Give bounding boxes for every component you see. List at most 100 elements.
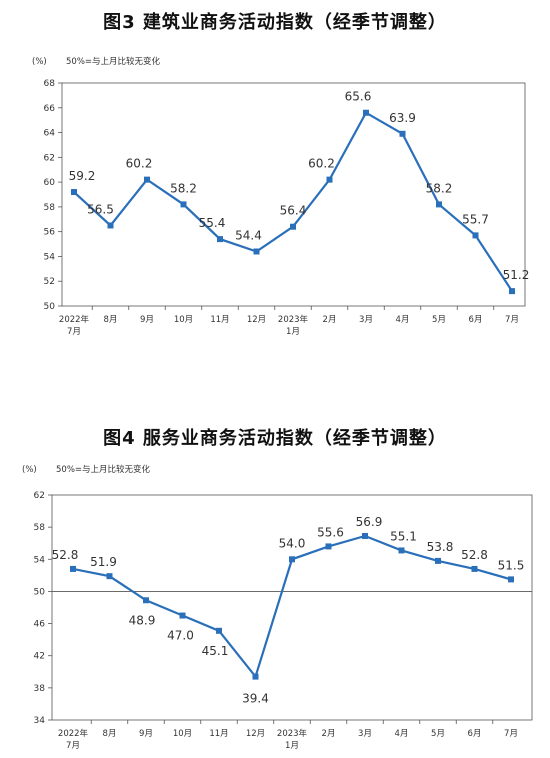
y-tick-label: 52: [44, 277, 55, 287]
data-label: 56.4: [280, 204, 307, 218]
x-tick-label: 9月: [139, 729, 153, 739]
data-label: 58.2: [170, 181, 197, 195]
data-label: 65.6: [345, 90, 372, 104]
y-tick-label: 62: [34, 491, 45, 501]
unit-label: (%): [32, 57, 47, 67]
chart-title-construction: 图3 建筑业商务活动指数（经季节调整）: [103, 12, 447, 33]
data-point: [290, 223, 296, 230]
x-tick-label: 2022年: [59, 314, 90, 325]
data-label: 47.0: [167, 629, 194, 643]
data-label: 56.9: [356, 515, 383, 529]
x-tick-label: 9月: [140, 315, 154, 325]
unit-label: (%): [22, 465, 37, 475]
data-point: [180, 201, 187, 208]
plot-frame: [61, 82, 526, 307]
x-tick-label: 2月: [322, 729, 336, 739]
data-label: 55.6: [317, 525, 344, 539]
plot-frame: [51, 494, 533, 721]
data-point: [326, 176, 333, 183]
x-tick-label: 8月: [103, 729, 117, 739]
data-point: [509, 288, 515, 295]
x-tick-label: 6月: [468, 729, 482, 739]
data-point: [399, 130, 406, 137]
data-point: [106, 573, 113, 580]
data-point: [398, 547, 405, 554]
x-tick-label: 11月: [209, 729, 228, 739]
data-point: [217, 236, 223, 243]
data-point: [289, 556, 295, 563]
y-tick-label: 64: [44, 129, 56, 139]
data-label: 54.4: [235, 228, 262, 242]
y-tick-label: 42: [34, 652, 45, 662]
data-point: [472, 232, 479, 239]
y-tick-label: 68: [44, 79, 56, 89]
data-point: [70, 565, 76, 572]
data-label: 51.9: [90, 555, 117, 569]
data-point: [107, 222, 114, 229]
x-tick-label: 5月: [431, 729, 445, 739]
series-line: [73, 111, 513, 292]
y-tick-label: 50: [34, 587, 46, 597]
data-point: [71, 189, 77, 196]
x-tick-label: 1月: [285, 741, 299, 751]
x-tick-label: 2023年: [278, 314, 309, 325]
y-tick-label: 54: [44, 252, 56, 262]
y-tick-label: 56: [44, 228, 56, 238]
y-tick-label: 60: [44, 178, 56, 188]
data-label: 54.0: [279, 536, 306, 550]
y-tick-label: 66: [44, 104, 56, 114]
x-tick-label: 2月: [323, 315, 337, 325]
x-tick-label: 2022年: [58, 728, 89, 739]
y-tick-label: 58: [44, 203, 56, 213]
data-label: 39.4: [242, 692, 269, 706]
x-tick-label: 7月: [66, 741, 80, 751]
data-label: 60.2: [126, 157, 153, 171]
data-point: [325, 543, 332, 550]
baseline-note: 50%=与上月比较无变化: [56, 464, 151, 475]
chart-services: (%) 50%=与上月比较无变化 34 38 42 46 50 54 58 62 2022年 7月 8月…: [0, 420, 550, 758]
x-tick-label: 8月: [104, 315, 118, 325]
data-label: 55.7: [462, 212, 489, 226]
x-tick-label: 7月: [504, 729, 518, 739]
data-label: 51.2: [503, 268, 530, 282]
x-tick-label: 12月: [247, 315, 266, 325]
data-point: [144, 176, 150, 183]
data-label: 52.8: [461, 548, 488, 562]
x-tick-label: 3月: [359, 315, 373, 325]
data-point: [143, 597, 149, 604]
x-tick-label: 12月: [246, 729, 265, 739]
x-tick-label: 7月: [67, 327, 81, 337]
x-tick-label: 5月: [432, 315, 446, 325]
x-tick-label: 2023年: [277, 728, 308, 739]
x-tick-label: 11月: [210, 315, 229, 325]
data-point: [179, 612, 186, 619]
data-label: 56.5: [87, 202, 114, 216]
x-tick-label: 1月: [286, 327, 300, 337]
data-point: [362, 532, 368, 539]
data-label: 52.8: [52, 548, 79, 562]
data-point: [436, 201, 442, 208]
data-point: [508, 576, 514, 583]
x-tick-label: 10月: [173, 729, 192, 739]
baseline-note: 50%=与上月比较无变化: [66, 56, 161, 67]
data-label: 59.2: [69, 169, 96, 183]
y-tick-label: 54: [34, 555, 46, 565]
data-label: 55.4: [199, 216, 226, 230]
y-tick-label: 62: [44, 153, 55, 163]
x-tick-label: 7月: [505, 315, 519, 325]
chart-services-svg: (%) 50%=与上月比较无变化 34 38 42 46 50 54 58 62 2022年 7月 8月…: [22, 464, 533, 751]
y-tick-label: 58: [34, 523, 46, 533]
data-label: 55.1: [390, 529, 417, 543]
data-point: [363, 109, 369, 116]
data-label: 63.9: [389, 111, 416, 125]
data-point: [216, 627, 222, 634]
y-tick-label: 46: [34, 620, 46, 630]
data-label: 45.1: [202, 644, 229, 658]
x-tick-label: 3月: [358, 729, 372, 739]
x-tick-label: 6月: [469, 315, 483, 325]
data-label: 48.9: [129, 613, 156, 627]
y-tick-label: 34: [34, 716, 46, 726]
data-point: [252, 673, 259, 680]
x-tick-label: 4月: [395, 729, 409, 739]
y-tick-label: 38: [34, 684, 46, 694]
